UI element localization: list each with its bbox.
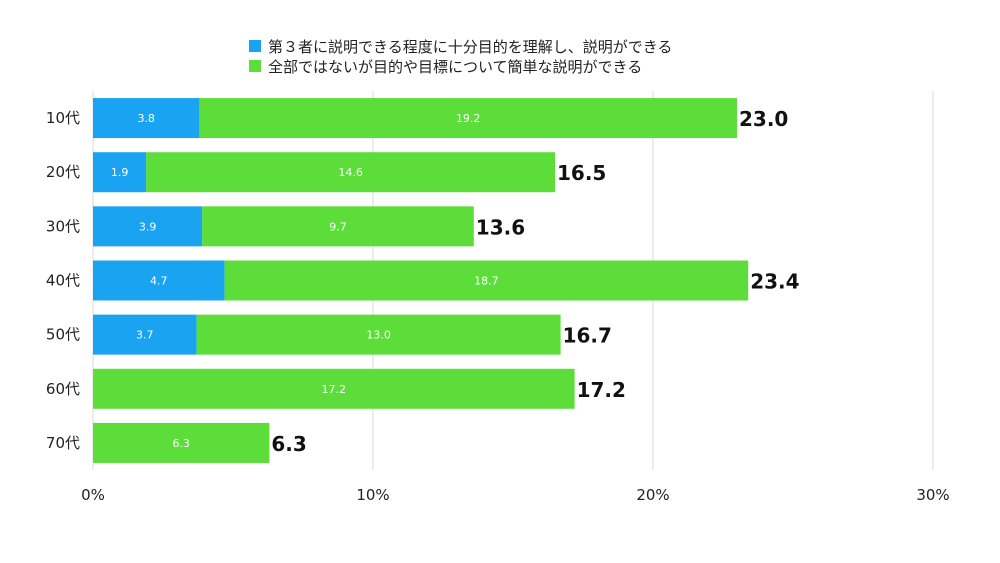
total-label: 23.0: [739, 107, 788, 131]
bar-segment: [93, 314, 197, 355]
category-label: 40代: [46, 272, 80, 290]
bar-value-label: 3.8: [137, 112, 155, 125]
bar-segment: [199, 98, 737, 139]
bar-segment: [202, 206, 474, 247]
category-label: 50代: [46, 326, 80, 344]
bar-segment: [93, 368, 575, 409]
total-label: 13.6: [476, 215, 525, 239]
labels: 10代 3.8 19.2 23.0 20代 1.9 14.6 16.5 30代 3.9 9.7 13.…: [46, 107, 800, 456]
total-label: 23.4: [750, 270, 799, 294]
bar-value-label: 18.7: [474, 275, 499, 288]
total-label: 16.5: [557, 161, 606, 185]
total-label: 16.7: [563, 324, 612, 348]
bar-segment: [93, 152, 147, 193]
bar-segment: [93, 206, 203, 247]
bar-segment: [224, 260, 749, 301]
category-label: 70代: [46, 434, 80, 452]
legend-swatch: [249, 40, 261, 52]
bar-value-label: 19.2: [456, 112, 481, 125]
legend-label: 全部ではないが目的や目標について簡単な説明ができる: [268, 58, 642, 76]
category-label: 10代: [46, 109, 80, 127]
legend-label: 第３者に説明できる程度に十分目的を理解し、説明ができる: [268, 38, 672, 56]
bar-value-label: 6.3: [172, 437, 190, 450]
bar-segment: [93, 422, 270, 463]
bar-value-label: 4.7: [150, 275, 168, 288]
total-label: 6.3: [271, 432, 306, 456]
legend: 第３者に説明できる程度に十分目的を理解し、説明ができる全部ではないが目的や目標に…: [249, 38, 672, 76]
x-tick-label: 0%: [81, 486, 105, 504]
x-tick-label: 10%: [356, 486, 389, 504]
bar-value-label: 3.7: [136, 329, 154, 342]
category-label: 20代: [46, 163, 80, 181]
bar-value-label: 13.0: [366, 329, 391, 342]
bar-value-label: 3.9: [139, 220, 157, 233]
bar-value-label: 1.9: [111, 166, 129, 179]
bars: [93, 98, 749, 463]
bar-value-label: 17.2: [322, 383, 347, 396]
bar-segment: [196, 314, 561, 355]
bar-segment: [93, 98, 200, 139]
x-axis: 0% 10% 20% 30%: [81, 486, 950, 504]
bar-segment: [93, 260, 225, 301]
bar-value-label: 9.7: [329, 220, 347, 233]
category-label: 60代: [46, 380, 80, 398]
category-label: 30代: [46, 217, 80, 235]
bar-value-label: 14.6: [338, 166, 363, 179]
bar-segment: [146, 152, 555, 193]
x-tick-label: 20%: [636, 486, 669, 504]
legend-swatch: [249, 60, 261, 72]
x-tick-label: 30%: [916, 486, 949, 504]
total-label: 17.2: [577, 378, 626, 402]
